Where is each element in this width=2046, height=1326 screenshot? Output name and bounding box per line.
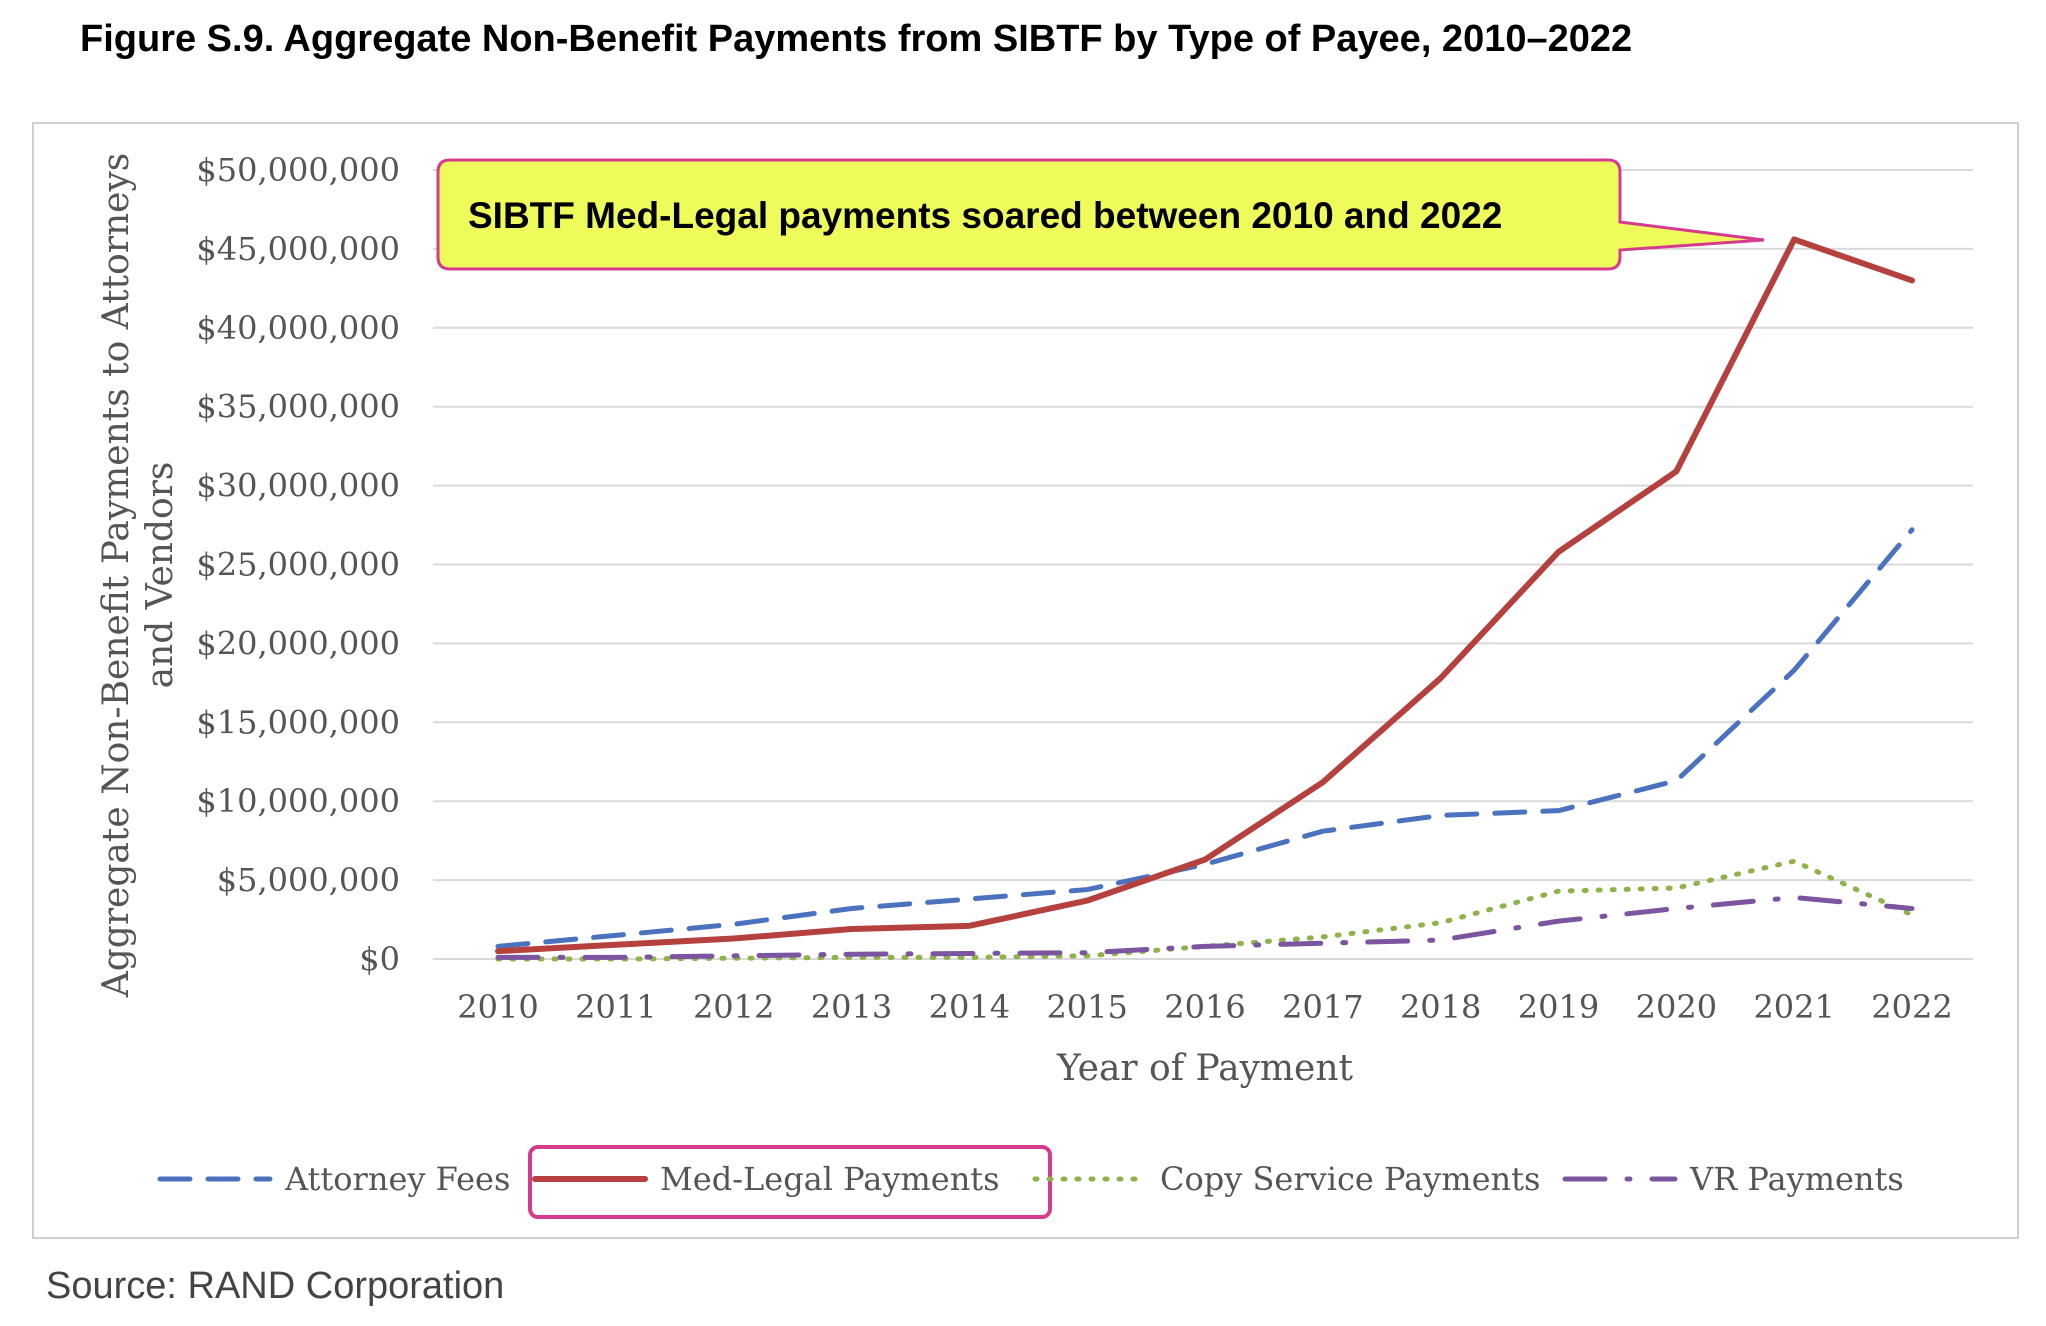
y-tick-label: $30,000,000 <box>196 467 400 505</box>
chart-frame <box>32 122 2019 1239</box>
legend-item: Copy Service Payments <box>1032 1160 1540 1198</box>
series-line-med-legal-payments <box>495 236 1915 955</box>
x-tick-label: 2018 <box>1400 988 1481 1026</box>
x-tick-label: 2014 <box>929 988 1010 1026</box>
annotation-callout: SIBTF Med-Legal payments soared between … <box>436 158 1765 271</box>
legend-label: Copy Service Payments <box>1160 1160 1540 1198</box>
y-tick-label: $15,000,000 <box>196 703 400 741</box>
x-axis-label: Year of Payment <box>1056 1048 1354 1089</box>
x-tick-label: 2012 <box>693 988 774 1026</box>
y-axis-label-line2: and Vendors <box>140 462 181 689</box>
annotation-text: SIBTF Med-Legal payments soared between … <box>468 195 1502 236</box>
figure-title: Figure S.9. Aggregate Non-Benefit Paymen… <box>80 18 1633 60</box>
y-tick-label: $40,000,000 <box>196 309 400 347</box>
legend-highlight-box <box>528 1145 1052 1219</box>
y-tick-label: $5,000,000 <box>217 861 400 899</box>
x-tick-label: 2016 <box>1164 988 1245 1026</box>
y-tick-label: $50,000,000 <box>196 151 400 189</box>
y-tick-label: $20,000,000 <box>196 624 400 662</box>
y-axis-label-line1: Aggregate Non-Benefit Payments to Attorn… <box>96 153 137 999</box>
x-tick-label: 2011 <box>575 988 656 1026</box>
legend-label: VR Payments <box>1689 1160 1904 1198</box>
x-tick-label: 2015 <box>1046 988 1127 1026</box>
x-tick-label: 2013 <box>811 988 892 1026</box>
source-note: Source: RAND Corporation <box>46 1265 505 1307</box>
x-tick-label: 2021 <box>1753 988 1834 1026</box>
x-tick-label: 2020 <box>1636 988 1717 1026</box>
y-tick-label: $25,000,000 <box>196 546 400 584</box>
legend-item: Attorney Fees <box>157 1160 510 1198</box>
legend-item: VR Payments <box>1562 1160 1904 1198</box>
y-tick-label: $45,000,000 <box>196 230 400 268</box>
legend-item: Med-Legal Payments <box>528 1145 1052 1219</box>
x-tick-label: 2017 <box>1282 988 1363 1026</box>
x-tick-label: 2019 <box>1518 988 1599 1026</box>
y-tick-label: $35,000,000 <box>196 388 400 426</box>
legend-label: Attorney Fees <box>284 1160 510 1198</box>
series-line-vr-payments <box>495 894 1915 960</box>
legend-label: Med-Legal Payments <box>660 1160 1000 1198</box>
y-tick-label: $10,000,000 <box>196 782 400 820</box>
x-tick-label: 2010 <box>457 988 538 1026</box>
y-tick-label: $0 <box>359 940 400 978</box>
x-tick-label: 2022 <box>1871 988 1952 1026</box>
